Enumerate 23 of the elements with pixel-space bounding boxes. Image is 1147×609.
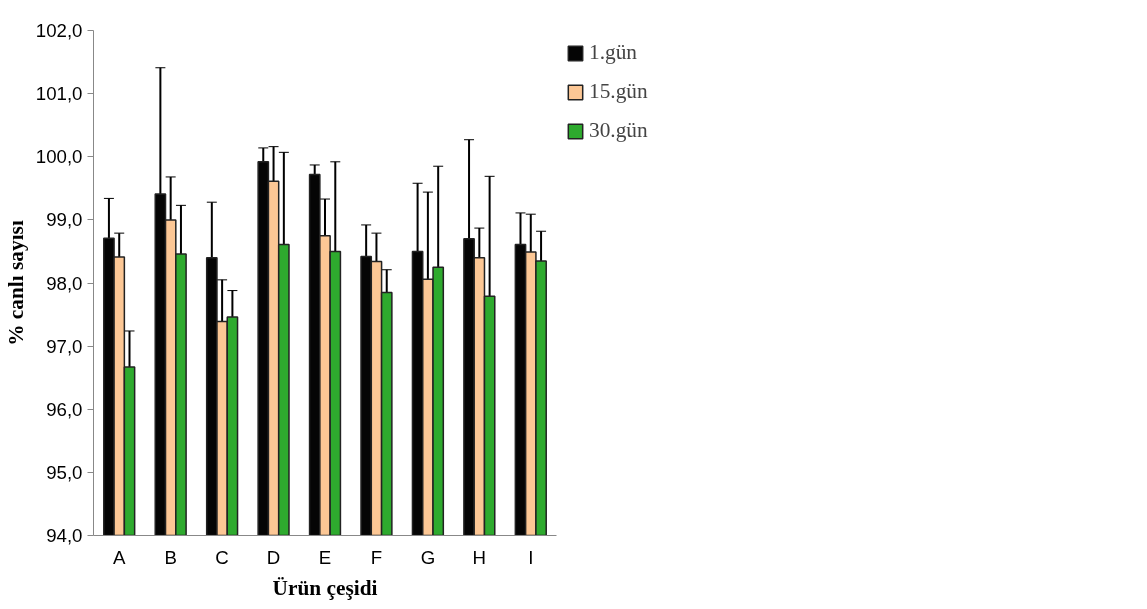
legend-label: 1.gün [589,40,637,65]
y-tick-label: 99,0 [46,209,83,231]
x-tick-label: F [370,546,383,568]
x-tick-label: H [472,546,487,568]
x-tick-label: A [113,546,126,568]
x-tick-label: I [528,546,534,568]
x-tick-label: E [318,546,332,568]
y-tick-label: 96,0 [46,398,83,420]
legend-label: 30.gün [589,118,648,143]
y-tick-label: 100,0 [35,146,83,168]
x-tick-label: B [164,546,177,568]
y-tick-label: 97,0 [46,335,83,357]
x-tick-label: G [420,546,436,568]
y-tick-label: 98,0 [46,272,83,294]
y-axis-title: % canlı sayısı [3,220,28,346]
y-tick-label: 95,0 [46,461,83,483]
y-tick-label: 102,0 [35,20,83,41]
x-tick-label: C [215,546,229,568]
legend-label: 15.gün [589,79,648,104]
x-tick-label: D [266,546,281,568]
y-tick-label: 101,0 [35,83,83,105]
y-tick-label: 94,0 [46,525,83,546]
x-axis-title: Ürün çeşidi [272,575,378,600]
